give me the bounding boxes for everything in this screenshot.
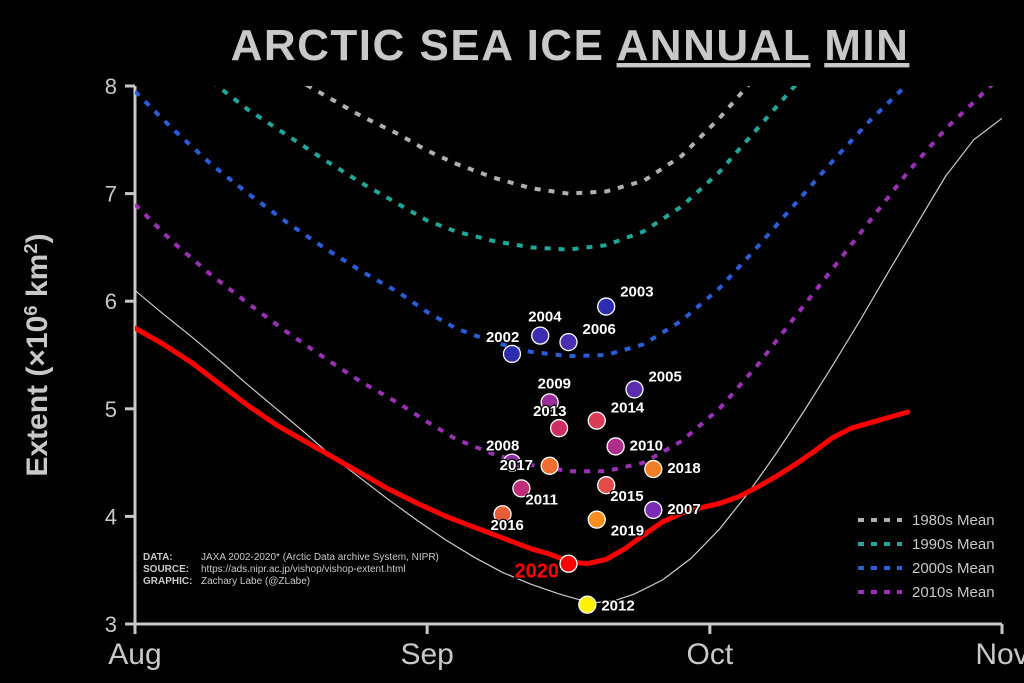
y-tick-label: 4 (105, 504, 117, 529)
credit-label: DATA: (143, 552, 173, 563)
year-point (560, 334, 577, 351)
year-point (607, 438, 624, 455)
y-axis-label: Extent (×106 km2) (20, 233, 55, 476)
year-point-label: 2006 (583, 321, 616, 338)
year-point-label: 2014 (611, 400, 645, 417)
chart-container: ARCTIC SEA ICE ANNUAL MIN 3 4 5 6 7 8 Extent (×… (0, 0, 1024, 683)
year-point (560, 555, 577, 572)
credit-value: Zachary Labe (@ZLabe) (201, 576, 310, 587)
year-point-label: 2002 (486, 329, 519, 346)
year-point-label: 2010 (630, 437, 663, 454)
year-point-label: 2007 (667, 501, 700, 518)
year-point-label: 2004 (528, 309, 562, 326)
year-point (588, 511, 605, 528)
year-point (645, 461, 662, 478)
year-point-label: 2008 (486, 438, 519, 455)
year-point (645, 501, 662, 518)
legend-label: 2010s Mean (912, 584, 995, 601)
y-tick-label: 8 (105, 74, 117, 99)
credit-value: https://ads.nipr.ac.jp/vishop/vishop-ext… (201, 564, 406, 575)
year-point-label: 2015 (610, 488, 643, 505)
legend-label: 2000s Mean (912, 560, 995, 577)
year-point (551, 420, 568, 437)
year-point-label: 2009 (538, 375, 571, 392)
year-point (503, 345, 520, 362)
y-tick-label: 5 (105, 397, 117, 422)
year-point-label: 2012 (601, 598, 634, 615)
year-point (588, 412, 605, 429)
year-point-label: 2005 (648, 368, 681, 385)
y-tick-label: 6 (105, 289, 117, 314)
year-point (579, 596, 596, 613)
chart-title: ARCTIC SEA ICE ANNUAL MIN (231, 21, 910, 70)
year-point (532, 327, 549, 344)
x-tick-label: Oct (687, 638, 734, 671)
year-point-label: 2020 (515, 561, 560, 583)
year-point-label: 2019 (611, 523, 644, 540)
year-point (598, 298, 615, 315)
year-point-label: 2011 (525, 491, 558, 508)
legend-label: 1990s Mean (912, 536, 995, 553)
year-point-label: 2018 (667, 460, 700, 477)
year-point-label: 2016 (491, 517, 524, 534)
arctic-sea-ice-chart: ARCTIC SEA ICE ANNUAL MIN 3 4 5 6 7 8 Extent (×… (0, 0, 1024, 683)
year-point (541, 457, 558, 474)
credit-label: SOURCE: (143, 564, 189, 575)
year-point-label: 2017 (500, 457, 533, 474)
legend-label: 1980s Mean (912, 512, 995, 529)
year-point (626, 381, 643, 398)
x-tick-label: Sep (400, 638, 453, 671)
year-point-label: 2013 (533, 403, 566, 420)
x-tick-label: Aug (108, 638, 161, 671)
year-point-label: 2003 (620, 284, 653, 301)
credit-label: GRAPHIC: (143, 576, 192, 587)
x-tick-label: Nov (975, 638, 1024, 671)
y-tick-label: 3 (105, 612, 117, 637)
credit-value: JAXA 2002-2020* (Arctic Data archive Sys… (201, 552, 439, 563)
y-tick-label: 7 (105, 182, 117, 207)
